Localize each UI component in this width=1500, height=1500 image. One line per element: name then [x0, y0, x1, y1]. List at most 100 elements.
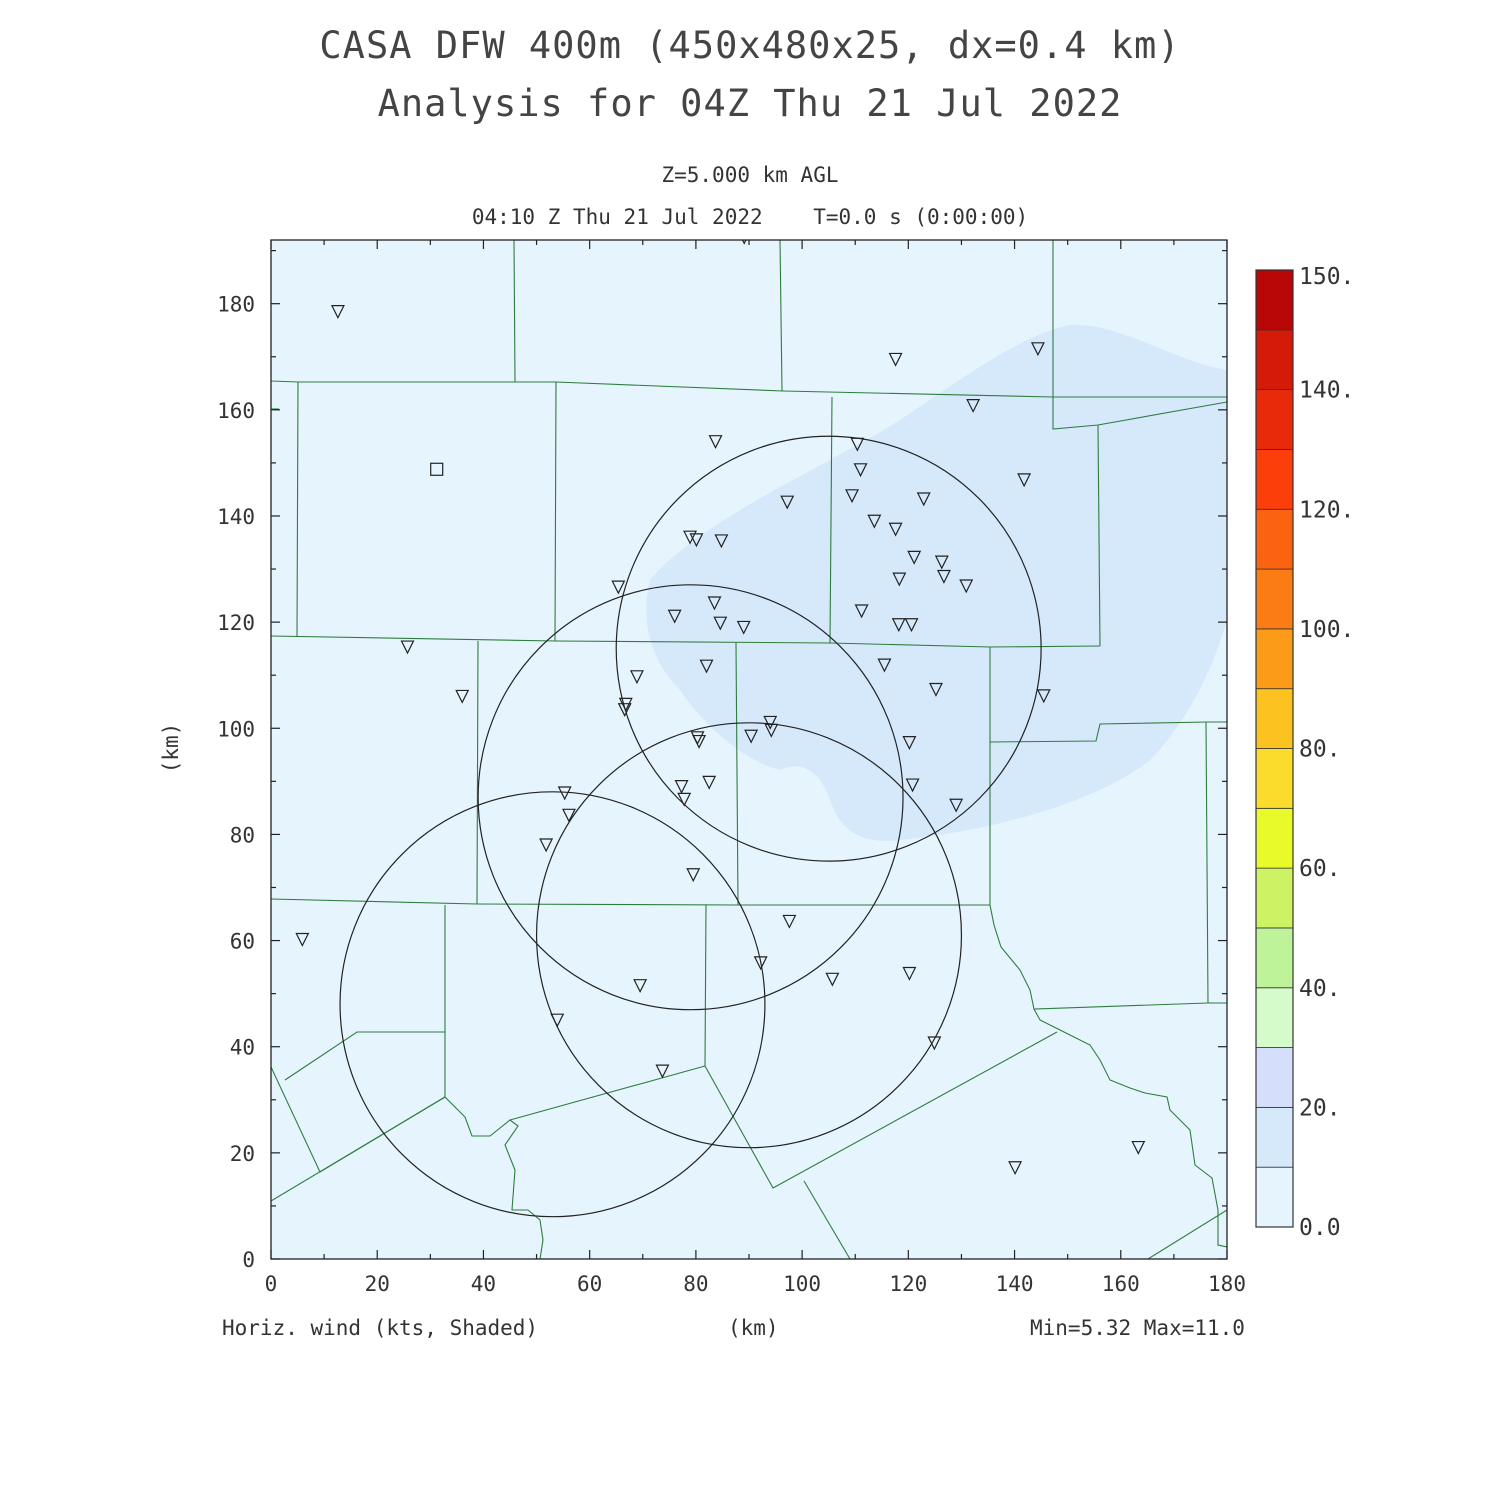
colorbar: 0.0 20. 40. 60. 80. 100. 120. 140. 150.: [1255, 264, 1354, 1241]
station-marker: [753, 956, 768, 971]
field-label: Horiz. wind (kts, Shaded): [222, 1316, 539, 1340]
station-marker: [674, 780, 689, 794]
station-marker: [902, 966, 917, 981]
station-marker: [736, 620, 751, 635]
station-marker: [557, 786, 572, 801]
station-marker: [655, 1064, 670, 1079]
station-marker: [714, 534, 729, 549]
station-marker: [782, 914, 797, 929]
axis-tick-labels: 0 20 40 60 80 100 120 140 160 180 0 20 40 60 80 100 120 1…: [217, 293, 1246, 1296]
colorbar-segment: [1255, 508, 1294, 570]
radar-ring: [339, 791, 766, 1218]
station-marker: [611, 580, 626, 595]
station-marker: [936, 569, 951, 584]
station-marker: [825, 972, 840, 987]
station-marker: [850, 437, 865, 452]
station-marker: [916, 492, 931, 507]
chart-subtitle: Analysis for 04Z Thu 21 Jul 2022: [377, 82, 1123, 125]
station-marker: [892, 572, 907, 587]
x-tick-label: 140: [996, 1272, 1034, 1296]
station-marker: [713, 616, 728, 631]
axis-ticks: [270, 240, 1228, 1260]
station-marker: [400, 640, 415, 655]
colorbar-segment: [1255, 628, 1294, 690]
station-marker: [845, 489, 860, 504]
min-max-label: Min=5.32 Max=11.0: [1030, 1316, 1245, 1340]
station-marker: [561, 808, 576, 823]
station-marker: [295, 932, 310, 947]
station-marker: [618, 697, 633, 712]
colorbar-label: 80.: [1299, 737, 1341, 763]
radar-coverage-rings: [339, 435, 1042, 1218]
colorbar-segment: [1255, 867, 1294, 929]
station-marker: [707, 596, 722, 611]
colorbar-label: 120.: [1299, 497, 1354, 523]
station-marker: [927, 1036, 942, 1051]
station-marker: [633, 979, 648, 994]
station-marker: [1030, 342, 1045, 357]
station-marker: [550, 1013, 565, 1028]
colorbar-label: 100.: [1299, 617, 1354, 643]
colorbar-label: 60.: [1299, 856, 1341, 882]
station-marker: [907, 550, 922, 565]
station-marker: [966, 398, 981, 413]
y-tick-label: 40: [230, 1036, 255, 1060]
colorbar-segment: [1255, 927, 1294, 989]
x-axis-label: (km): [728, 1316, 779, 1340]
station-marker: [853, 463, 868, 478]
colorbar-segment: [1255, 688, 1294, 749]
county-boundaries: [271, 240, 1227, 1259]
station-marker: [959, 579, 974, 594]
station-markers: [295, 240, 1146, 1176]
colorbar-segment: [1255, 748, 1294, 809]
station-marker: [904, 618, 919, 633]
radar-ring: [615, 435, 1042, 862]
y-tick-label: 160: [217, 399, 255, 423]
colorbar-label: 140.: [1299, 378, 1354, 404]
station-marker: [1131, 1140, 1146, 1155]
colorbar-segment: [1255, 329, 1294, 391]
station-marker: [780, 495, 795, 510]
colorbar-segment: [1255, 449, 1294, 510]
station-marker: [702, 775, 717, 790]
x-tick-label: 160: [1102, 1272, 1140, 1296]
station-marker: [888, 522, 903, 537]
station-marker: [539, 838, 554, 853]
station-marker: [744, 729, 759, 744]
colorbar-segment: [1255, 807, 1294, 869]
y-tick-label: 140: [217, 505, 255, 529]
station-marker: [455, 689, 470, 704]
y-tick-label: 0: [242, 1248, 255, 1272]
radar-site-marker: [430, 462, 444, 476]
y-axis-label: (km): [159, 723, 183, 774]
radar-ring: [477, 584, 904, 1011]
station-marker: [949, 798, 964, 813]
x-tick-label: 60: [577, 1272, 602, 1296]
colorbar-segment: [1255, 1166, 1294, 1228]
station-marker: [888, 352, 903, 367]
x-tick-label: 120: [889, 1272, 927, 1296]
y-tick-label: 100: [217, 717, 255, 741]
colorbar-segment: [1255, 987, 1294, 1048]
x-tick-label: 80: [683, 1272, 708, 1296]
station-marker: [617, 703, 632, 718]
colorbar-segment: [1255, 1106, 1294, 1168]
station-marker: [867, 514, 882, 529]
station-marker: [934, 555, 949, 570]
station-marker: [667, 609, 682, 624]
station-marker: [677, 792, 692, 807]
colorbar-segment: [1255, 389, 1294, 450]
x-tick-label: 20: [365, 1272, 390, 1296]
station-marker: [683, 530, 698, 545]
colorbar-segment: [1255, 1047, 1294, 1108]
y-tick-label: 20: [230, 1142, 255, 1166]
level-label: Z=5.000 km AGL: [661, 163, 839, 187]
x-tick-label: 180: [1208, 1272, 1246, 1296]
station-marker: [1036, 689, 1051, 704]
station-marker: [692, 734, 707, 749]
station-marker: [891, 618, 906, 633]
station-marker: [764, 723, 779, 738]
colorbar-label: 40.: [1299, 976, 1341, 1002]
station-marker: [854, 604, 869, 619]
